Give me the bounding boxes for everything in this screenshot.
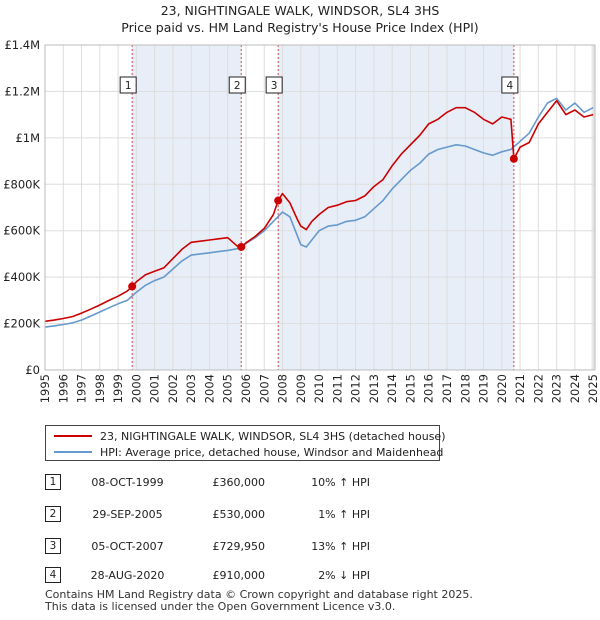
sale-number: 4	[45, 567, 61, 583]
sale-number-label: 3	[271, 80, 278, 92]
hpi-line	[44, 97, 594, 328]
sale-number-box	[228, 76, 246, 94]
legend-swatch-property	[54, 435, 92, 437]
x-tick-label: 2007	[257, 374, 271, 403]
y-tick-label: £1.2M	[4, 84, 40, 98]
sale-price: £729,950	[212, 540, 266, 553]
sale-number-label: 1	[125, 80, 132, 92]
x-tick-label: 2006	[239, 374, 253, 403]
x-tick-label: 2014	[385, 374, 399, 403]
sale-row: 4 28-AUG-2020 £910,000 2% ↓ HPI	[45, 567, 485, 585]
y-tick-label: £200K	[3, 317, 40, 331]
sale-date: 29-SEP-2005	[92, 508, 163, 521]
x-tick-label: 2021	[513, 374, 527, 403]
x-tick-label: 2020	[495, 374, 509, 403]
x-tick-label: 2000	[129, 374, 143, 403]
legend-swatch-hpi	[54, 451, 92, 453]
x-tick-label: 2013	[367, 374, 381, 403]
x-tick-label: 1996	[56, 374, 70, 403]
x-tick-label: 2025	[586, 374, 600, 403]
sale-date: 28-AUG-2020	[90, 569, 165, 582]
price-chart: 23, NIGHTINGALE WALK, WINDSOR, SL4 3HS P…	[3, 3, 600, 403]
sale-hpi-diff: 10% ↑ HPI	[311, 476, 370, 489]
sale-hpi-diff: 1% ↑ HPI	[318, 508, 370, 521]
sale-point	[237, 242, 246, 251]
sale-number: 1	[45, 474, 61, 490]
x-tick-label: 1995	[38, 374, 52, 403]
property-price-line	[44, 99, 594, 323]
sale-number: 3	[45, 538, 61, 554]
legend-label-hpi: HPI: Average price, detached house, Wind…	[100, 445, 444, 459]
x-tick-label: 2024	[568, 374, 582, 403]
x-tick-label: 2001	[148, 374, 162, 403]
y-tick-label: £1M	[15, 131, 40, 145]
x-tick-label: 2012	[349, 374, 363, 403]
x-tick-label: 2015	[403, 374, 417, 403]
plot-frame	[44, 44, 596, 371]
footer-notice: Contains HM Land Registry data © Crown c…	[45, 589, 473, 613]
footer-line-1: Contains HM Land Registry data © Crown c…	[45, 588, 473, 601]
y-tick-label: £600K	[3, 224, 40, 238]
x-tick-label: 2002	[166, 374, 180, 403]
sale-price: £530,000	[212, 508, 266, 521]
sale-price: £360,000	[212, 476, 266, 489]
sale-row: 2 29-SEP-2005 £530,000 1% ↑ HPI	[45, 506, 485, 524]
x-tick-label: 2004	[202, 374, 216, 403]
sale-number-label: 4	[507, 80, 514, 92]
sale-point	[274, 196, 283, 205]
chart-title: 23, NIGHTINGALE WALK, WINDSOR, SL4 3HS	[161, 3, 440, 18]
sale-point	[128, 282, 137, 291]
x-tick-label: 1997	[75, 374, 89, 403]
x-tick-label: 1999	[111, 374, 125, 403]
sale-price: £910,000	[212, 569, 266, 582]
y-tick-label: £1.4M	[4, 38, 40, 52]
x-tick-label: 2011	[330, 374, 344, 403]
sale-point	[509, 154, 518, 163]
x-tick-label: 2016	[422, 374, 436, 403]
ownership-period-band	[132, 45, 242, 370]
x-tick-label: 2023	[550, 374, 564, 403]
legend-item-hpi: HPI: Average price, detached house, Wind…	[54, 444, 443, 460]
sale-number-box	[265, 76, 283, 94]
legend-item-property: 23, NIGHTINGALE WALK, WINDSOR, SL4 3HS (…	[54, 428, 446, 444]
x-tick-label: 2005	[221, 374, 235, 403]
sale-row: 1 08-OCT-1999 £360,000 10% ↑ HPI	[45, 474, 485, 492]
sale-row: 3 05-OCT-2007 £729,950 13% ↑ HPI	[45, 538, 485, 556]
ownership-period-band	[278, 45, 514, 370]
sale-hpi-diff: 13% ↑ HPI	[311, 540, 370, 553]
x-tick-label: 2008	[276, 374, 290, 403]
x-tick-label: 2022	[531, 374, 545, 403]
legend-label-property: 23, NIGHTINGALE WALK, WINDSOR, SL4 3HS (…	[100, 429, 446, 443]
sale-number-label: 2	[234, 80, 241, 92]
sale-number: 2	[45, 506, 61, 522]
chart-legend: 23, NIGHTINGALE WALK, WINDSOR, SL4 3HS (…	[45, 425, 446, 461]
footer-line-2: This data is licensed under the Open Gov…	[45, 600, 396, 613]
y-tick-label: £0	[25, 363, 40, 377]
x-tick-label: 2009	[294, 374, 308, 403]
x-tick-label: 2018	[458, 374, 472, 403]
x-tick-label: 2010	[312, 374, 326, 403]
sale-date: 08-OCT-1999	[91, 476, 164, 489]
x-tick-label: 2019	[477, 374, 491, 403]
x-tick-label: 1998	[93, 374, 107, 403]
sale-number-box	[119, 76, 137, 94]
x-tick-label: 2003	[184, 374, 198, 403]
y-tick-label: £800K	[3, 177, 40, 191]
sale-number-box	[501, 76, 519, 94]
sale-date: 05-OCT-2007	[91, 540, 164, 553]
y-tick-label: £400K	[3, 270, 40, 284]
sale-hpi-diff: 2% ↓ HPI	[318, 569, 370, 582]
x-tick-label: 2017	[440, 374, 454, 403]
chart-subtitle: Price paid vs. HM Land Registry's House …	[121, 20, 478, 35]
